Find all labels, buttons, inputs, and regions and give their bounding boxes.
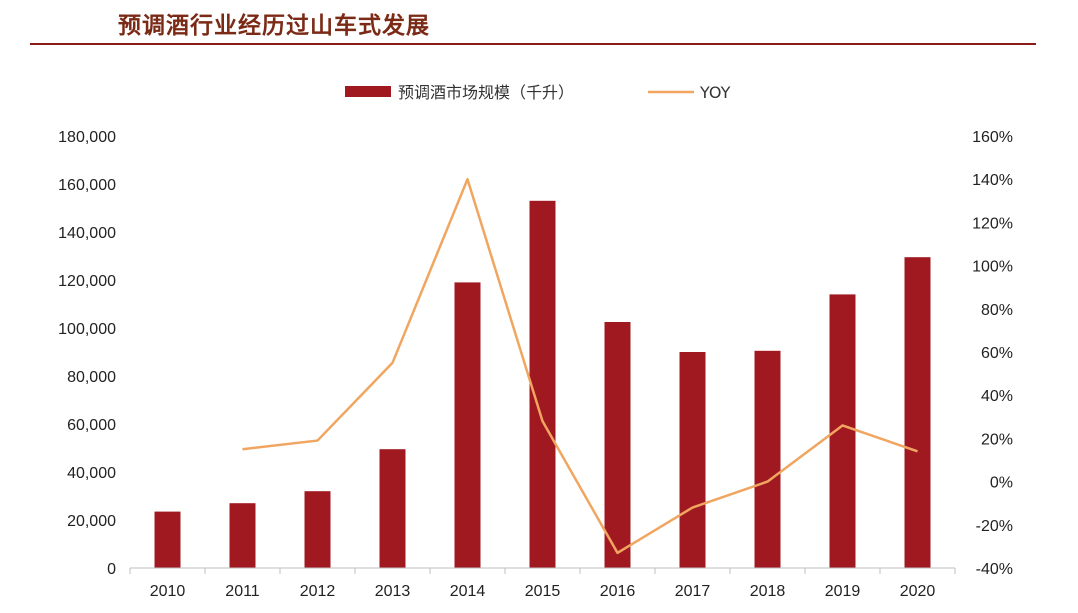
bar [904,257,931,568]
right-tick-label: 100% [972,259,1013,276]
page-header: 预调酒行业经历过山车式发展 [0,0,1078,48]
x-axis: 2010 2011 2012 2013 2014 2015 2016 2017 2018 2019… [129,567,956,600]
right-tick-label: 0% [990,475,1013,492]
left-tick-label: 140,000 [58,225,116,242]
right-tick-label: 140% [972,172,1013,189]
left-tick-label: 40,000 [67,465,116,482]
x-tick-label: 2012 [300,583,336,600]
title-rule [30,43,1036,45]
legend-swatch-bar [345,86,391,97]
legend-label-line: YOY [699,83,731,102]
x-tick-label: 2019 [825,583,861,600]
x-tick-label: 2020 [900,583,936,600]
bar [529,200,556,569]
x-tick-label: 2014 [450,583,486,600]
left-tick-label: 20,000 [67,513,116,530]
right-axis: -40% -20% 0% 20% 40% 60% 80% 100% 120% 140% 160% [972,129,1013,578]
x-tick-label: 2010 [150,583,186,600]
right-tick-label: 160% [972,129,1013,146]
right-tick-label: 120% [972,215,1013,232]
bar [454,282,481,568]
bar-series [154,200,931,569]
x-tick-label: 2013 [375,583,411,600]
right-tick-label: -20% [976,518,1013,535]
left-tick-label: 180,000 [58,129,116,146]
left-tick-label: 80,000 [67,369,116,386]
x-tick-label: 2011 [225,583,260,600]
right-tick-label: -40% [976,561,1013,578]
bar [229,503,256,568]
chart-legend: 预调酒市场规模（千升） YOY [345,83,731,102]
right-tick-label: 80% [981,302,1013,319]
left-tick-label: 60,000 [67,417,116,434]
legend-label-bar: 预调酒市场规模（千升） [398,83,574,102]
left-axis: 0 20,000 40,000 60,000 80,000 100,000 120,000 1… [58,129,116,578]
bar [604,322,631,568]
bar [304,491,331,568]
right-tick-label: 20% [981,431,1013,448]
page-title: 预调酒行业经历过山车式发展 [118,12,430,39]
x-tick-label: 2015 [525,583,561,600]
bar [154,511,181,568]
bar [679,352,706,568]
left-tick-label: 0 [107,561,116,578]
left-tick-label: 100,000 [58,321,116,338]
yoy-line [242,177,918,555]
right-tick-label: 60% [981,345,1013,362]
bar [379,449,406,568]
x-tick-label: 2017 [675,583,711,600]
x-tick-label: 2018 [750,583,786,600]
left-tick-label: 120,000 [58,273,116,290]
yoy-line-series [242,177,918,555]
right-tick-label: 40% [981,388,1013,405]
left-tick-label: 160,000 [58,177,116,194]
bar [754,350,781,568]
x-tick-label: 2016 [600,583,636,600]
